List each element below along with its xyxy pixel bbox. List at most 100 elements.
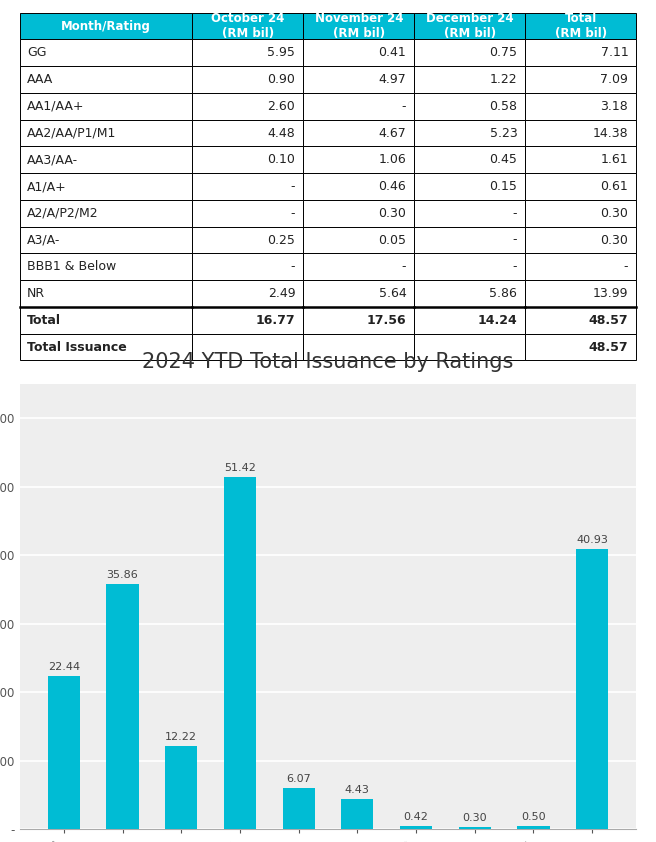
Bar [192, 120, 303, 147]
Bar [192, 200, 303, 226]
Text: November 24
(RM bil): November 24 (RM bil) [315, 12, 403, 40]
Text: 5.64: 5.64 [379, 287, 406, 300]
Bar [415, 173, 525, 200]
Text: 5.86: 5.86 [489, 287, 518, 300]
Text: December 24
(RM bil): December 24 (RM bil) [426, 12, 514, 40]
Bar [303, 67, 415, 93]
Bar [341, 799, 373, 829]
Bar [303, 13, 415, 40]
Text: 2.49: 2.49 [268, 287, 295, 300]
Text: AAA: AAA [27, 73, 53, 86]
Bar [415, 120, 525, 147]
Text: Month/Rating: Month/Rating [61, 19, 151, 33]
Text: 13.99: 13.99 [593, 287, 628, 300]
Bar [20, 200, 192, 226]
Bar [192, 40, 303, 67]
Text: GG: GG [27, 46, 47, 59]
Text: 1.06: 1.06 [379, 153, 406, 166]
Text: 0.61: 0.61 [600, 180, 628, 193]
Bar [20, 226, 192, 253]
Bar [525, 67, 636, 93]
Text: -: - [291, 260, 295, 274]
Bar [20, 333, 192, 360]
Text: 4.97: 4.97 [379, 73, 406, 86]
Bar [525, 253, 636, 280]
Bar [459, 828, 491, 829]
Text: 12.22: 12.22 [165, 732, 197, 742]
Text: 3.18: 3.18 [600, 99, 628, 113]
Bar [525, 120, 636, 147]
Text: -: - [402, 99, 406, 113]
Text: -: - [402, 260, 406, 274]
Bar [224, 477, 256, 829]
Text: 14.38: 14.38 [592, 126, 628, 140]
Bar [192, 13, 303, 40]
Bar [192, 280, 303, 307]
Text: 0.58: 0.58 [489, 99, 518, 113]
Text: 48.57: 48.57 [588, 314, 628, 327]
Text: 1.61: 1.61 [601, 153, 628, 166]
Bar [415, 93, 525, 120]
Text: 0.25: 0.25 [268, 233, 295, 247]
Bar [20, 40, 192, 67]
Bar [192, 147, 303, 173]
Text: A1/A+: A1/A+ [27, 180, 67, 193]
Bar [192, 93, 303, 120]
Text: 5.95: 5.95 [268, 46, 295, 59]
Text: 4.48: 4.48 [268, 126, 295, 140]
Text: -: - [513, 233, 518, 247]
Text: 0.05: 0.05 [379, 233, 406, 247]
Bar [20, 13, 192, 40]
Bar [20, 253, 192, 280]
Text: 16.77: 16.77 [256, 314, 295, 327]
Bar [525, 333, 636, 360]
Bar [303, 147, 415, 173]
Text: AA3/AA-: AA3/AA- [27, 153, 78, 166]
Text: BBB1 & Below: BBB1 & Below [27, 260, 116, 274]
Bar [192, 333, 303, 360]
Text: Total: Total [27, 314, 61, 327]
Text: 5.23: 5.23 [489, 126, 518, 140]
Text: AA1/AA+: AA1/AA+ [27, 99, 85, 113]
Text: -: - [513, 207, 518, 220]
Text: 0.30: 0.30 [462, 813, 487, 823]
Bar [576, 549, 608, 829]
Text: 0.30: 0.30 [600, 233, 628, 247]
Text: 1.22: 1.22 [489, 73, 518, 86]
Text: 17.56: 17.56 [367, 314, 406, 327]
Title: 2024 YTD Total Issuance by Ratings: 2024 YTD Total Issuance by Ratings [142, 352, 514, 371]
Bar [415, 40, 525, 67]
Bar [303, 307, 415, 333]
Bar [192, 173, 303, 200]
Text: 7.09: 7.09 [600, 73, 628, 86]
Bar [20, 120, 192, 147]
Bar [20, 147, 192, 173]
Text: 0.45: 0.45 [489, 153, 518, 166]
Text: 0.10: 0.10 [268, 153, 295, 166]
Bar [415, 67, 525, 93]
Text: 40.93: 40.93 [576, 535, 608, 545]
Text: A3/A-: A3/A- [27, 233, 60, 247]
Text: 0.15: 0.15 [489, 180, 518, 193]
Bar [20, 93, 192, 120]
Bar [303, 253, 415, 280]
Text: AA2/AA/P1/M1: AA2/AA/P1/M1 [27, 126, 117, 140]
Text: 2.60: 2.60 [268, 99, 295, 113]
Bar [415, 307, 525, 333]
Text: 48.57: 48.57 [588, 340, 628, 354]
Bar [106, 584, 138, 829]
Text: -: - [291, 180, 295, 193]
Bar [20, 173, 192, 200]
Text: Total
(RM bil): Total (RM bil) [555, 12, 607, 40]
Text: 0.46: 0.46 [379, 180, 406, 193]
Bar [415, 253, 525, 280]
Bar [525, 147, 636, 173]
Bar [525, 40, 636, 67]
Text: 6.07: 6.07 [286, 774, 311, 784]
Text: NR: NR [27, 287, 45, 300]
Bar [192, 253, 303, 280]
Bar [303, 226, 415, 253]
Text: 0.30: 0.30 [600, 207, 628, 220]
Bar [303, 40, 415, 67]
Bar [192, 307, 303, 333]
